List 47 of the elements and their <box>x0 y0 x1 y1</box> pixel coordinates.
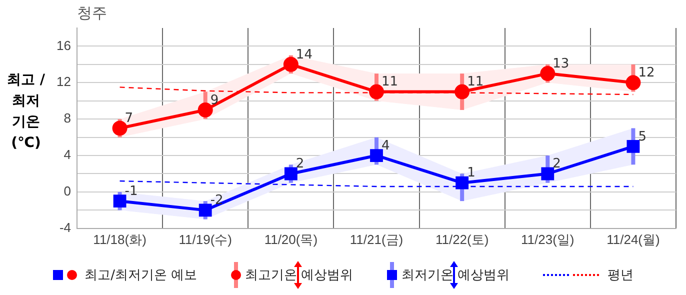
x-tick-label: 11/23(일) <box>521 232 574 247</box>
data-label: 1 <box>467 166 476 181</box>
chart-title: 청주 <box>77 4 107 23</box>
y-tick-label: 0 <box>64 184 71 199</box>
x-tick-label: 11/19(수) <box>178 232 232 247</box>
point <box>369 84 384 100</box>
point <box>198 204 212 217</box>
x-tick-label: 11/18(화) <box>93 232 146 247</box>
point <box>626 75 641 90</box>
legend-label: 평년 <box>607 267 634 284</box>
y-axis-title: 최고 / 최저 기온 (℃) <box>6 71 46 153</box>
point <box>370 149 383 162</box>
data-label: 12 <box>638 66 655 81</box>
text: 최고기온 예상범위 <box>245 267 354 284</box>
data-label: 2 <box>296 156 304 172</box>
point <box>540 66 556 82</box>
x-tick-label: 11/21(금) <box>350 232 404 247</box>
y-tick-label: 16 <box>56 38 71 53</box>
data-label: -2 <box>210 193 224 208</box>
point <box>284 167 298 180</box>
data-label: 7 <box>124 111 134 126</box>
legend-label: 최고/최저기온 예보 <box>84 267 198 284</box>
point <box>112 120 128 136</box>
y-tick-label: 8 <box>64 110 71 126</box>
x-tick-label: 11/20(목) <box>264 232 318 247</box>
point <box>541 167 554 180</box>
data-label: 5 <box>638 129 646 144</box>
data-label: 9 <box>210 92 219 108</box>
y-tick-label: 4 <box>64 147 71 162</box>
data-label: 4 <box>382 138 390 154</box>
data-label: 13 <box>552 56 570 72</box>
y-tick-label: -4 <box>59 220 71 235</box>
point <box>113 194 126 208</box>
data-label: 14 <box>296 47 312 62</box>
text: 최저기온 예상범위 <box>401 267 510 284</box>
x-tick-label: 11/24(월) <box>606 232 660 247</box>
point <box>198 102 213 118</box>
point <box>456 176 469 190</box>
y-tick-label: 12 <box>56 74 71 90</box>
x-tick-label: 11/22(토) <box>435 232 489 247</box>
data-label: 2 <box>552 156 561 172</box>
point <box>626 140 640 153</box>
point <box>454 84 470 100</box>
point <box>283 56 298 72</box>
data-label: 11 <box>382 74 398 90</box>
data-label: -1 <box>124 184 138 199</box>
data-label: 11 <box>467 74 484 90</box>
